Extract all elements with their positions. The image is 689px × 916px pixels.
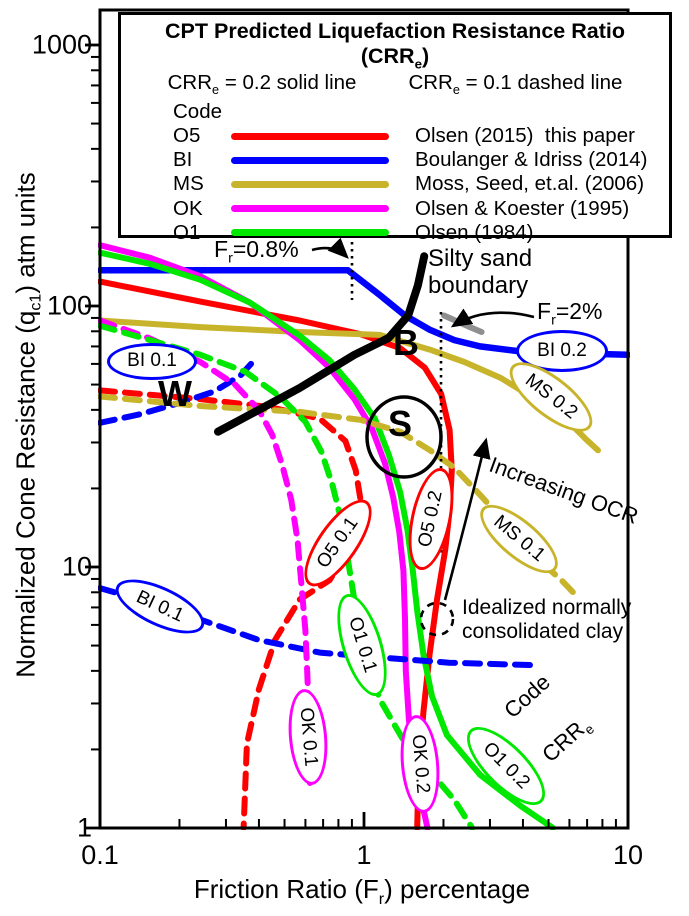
legend-source-name: Olsen (2015) this paper <box>415 124 635 148</box>
legend-swatch-MS <box>231 180 389 188</box>
legend-source-name: Boulanger & Idriss (2014) <box>415 148 648 172</box>
legend-source-name: Olsen (1984) <box>415 220 534 244</box>
legend-code: OK <box>173 196 203 220</box>
letter-s: S <box>388 403 413 444</box>
legend-entry-MS: MS Moss, Seed, et.al. (2006) <box>173 172 661 196</box>
legend-swatch-OK <box>231 205 389 213</box>
fr-2-label: Fr=2% <box>537 298 603 329</box>
x-tick-label: 10 <box>612 840 644 870</box>
curve-O1-0.2 <box>98 249 556 830</box>
overlay-layer <box>311 237 535 637</box>
x-axis-title: Friction Ratio (Fr) percentage <box>193 874 531 909</box>
legend-code: MS <box>173 172 204 196</box>
curve-boundary-x <box>214 252 429 436</box>
legend-title: CPT Predicted Liquefaction Resistance Ra… <box>165 19 625 72</box>
letter-w: W <box>158 373 192 414</box>
legend-code: O1 <box>173 220 201 244</box>
legend-solid-note: CRRe = 0.2 solid line <box>167 71 357 98</box>
silty-sand-label: Silty sand boundary <box>428 245 533 299</box>
curve-label-bi-0-1: BI 0.1 <box>107 342 197 380</box>
legend-box: CPT Predicted Liquefaction Resistance Ra… <box>118 12 672 244</box>
x-tick-label: 1 <box>356 840 372 870</box>
legend-swatch-O1 <box>231 229 389 237</box>
y-tick-label: 1000 <box>31 29 92 60</box>
x-tick-label: 0.1 <box>81 840 119 870</box>
legend-code: O5 <box>173 124 201 148</box>
axes-layer <box>85 8 630 830</box>
legend-source-name: Moss, Seed, et.al. (2006) <box>415 172 645 196</box>
idealized-clay-circle <box>419 601 455 637</box>
legend-entry-O1: O1 Olsen (1984) <box>173 221 661 245</box>
increasing-ocr-arrow <box>443 437 491 601</box>
y-axis-title: Normalized Cone Resistance (qc1) atm uni… <box>10 172 45 678</box>
legend-entry-BI: BI Boulanger & Idriss (2014) <box>173 148 661 172</box>
curve-OK-0.1 <box>98 317 314 793</box>
fr-0point8-arrow <box>311 237 349 259</box>
curve-overlap-x <box>441 312 485 335</box>
y-tick-label: 100 <box>46 290 92 321</box>
s-region-ellipse <box>365 395 443 479</box>
legend-code: BI <box>173 148 193 172</box>
legend-linetype-row: CRRe = 0.2 solid line CRRe = 0.1 dashed … <box>129 71 661 98</box>
legend-swatch-BI <box>231 156 389 164</box>
legend-entry-O5: O5 Olsen (2015) this paper <box>173 124 661 148</box>
legend-source-name: Olsen & Koester (1995) <box>415 196 630 220</box>
y-tick-label: 1 <box>76 812 92 843</box>
y-tick-label: 10 <box>61 551 92 582</box>
legend-dashed-note: CRRe = 0.1 dashed line <box>408 71 623 98</box>
letter-b: B <box>393 322 419 363</box>
legend-swatch-O5 <box>231 132 389 140</box>
fr-2-arrow <box>450 308 535 328</box>
idealized-clay-label: Idealized normally consolidated clay <box>462 596 632 643</box>
legend-entries: O5 Olsen (2015) this paper BI Boulanger & I… <box>129 124 661 245</box>
fr-0point8-label: Fr=0.8% <box>214 236 299 267</box>
legend-code-header: Code <box>173 100 223 123</box>
legend-entry-OK: OK Olsen & Koester (1995) <box>173 197 661 221</box>
